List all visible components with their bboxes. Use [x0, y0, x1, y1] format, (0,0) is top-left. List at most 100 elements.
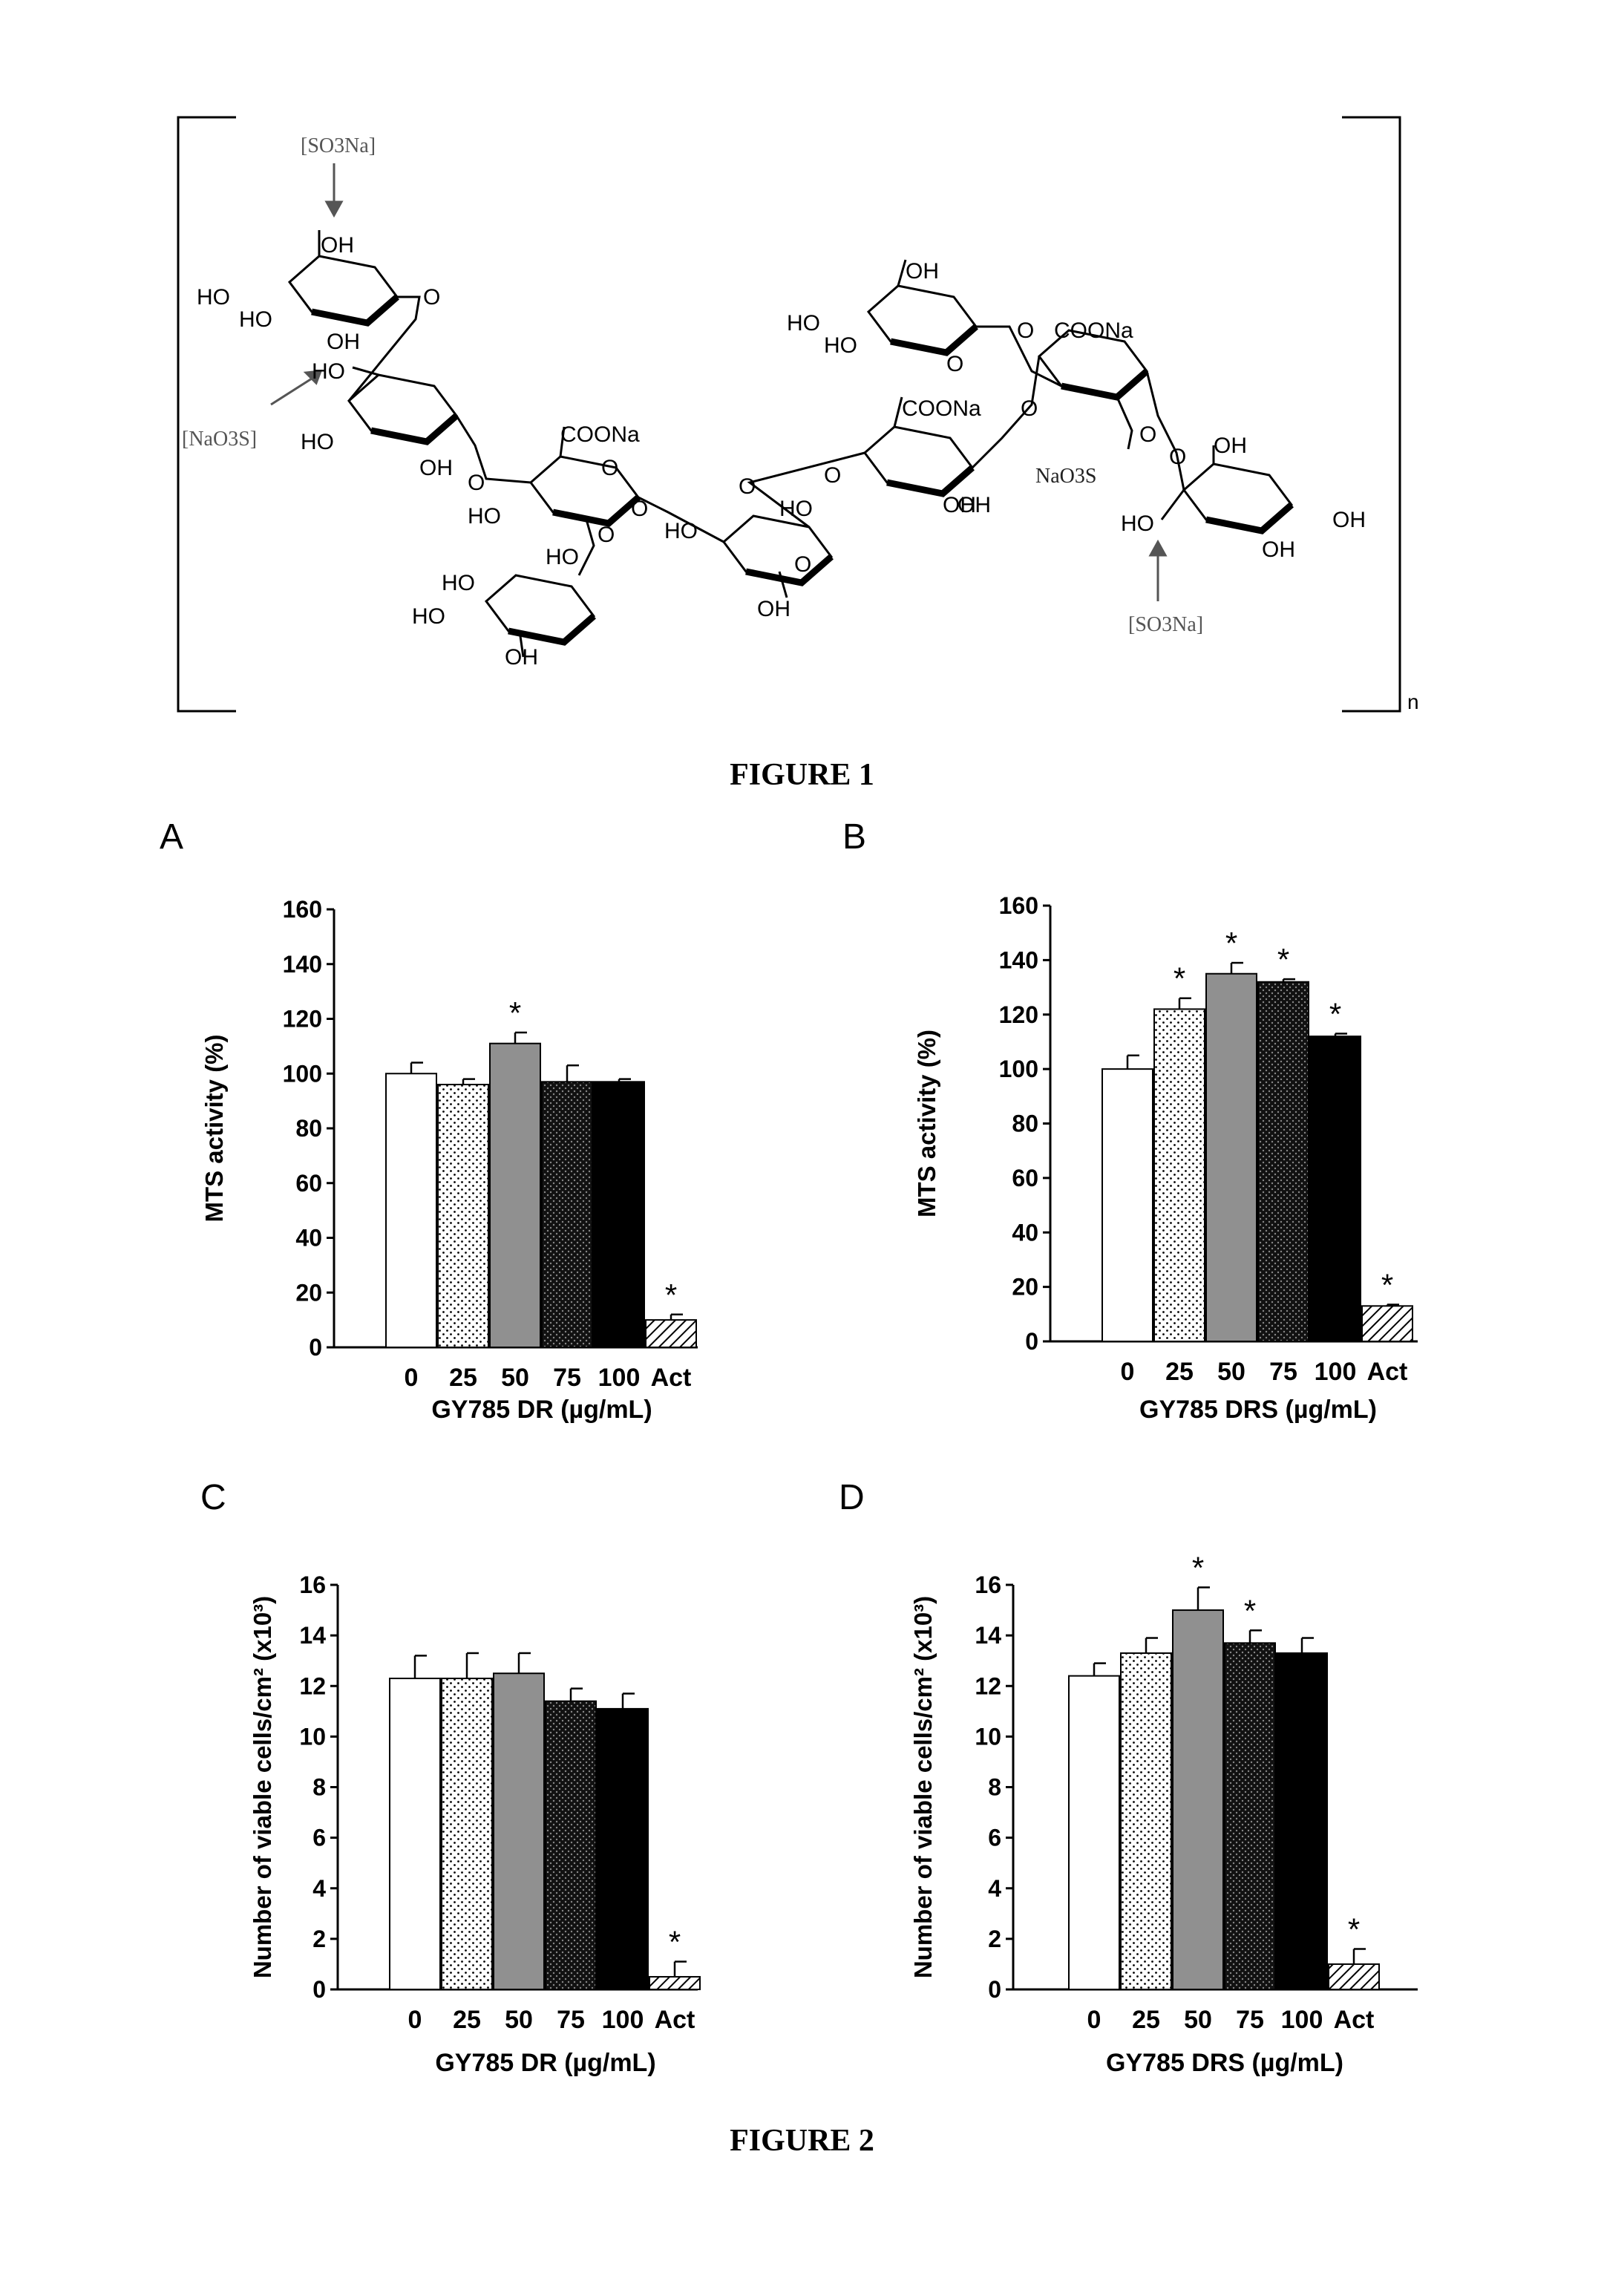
y-axis-label: Number of viable cells/cm² (x10³) — [909, 1596, 937, 1978]
category-label: 75 — [553, 1364, 581, 1392]
category-label: 75 — [1236, 2006, 1264, 2034]
category-label: 100 — [1281, 2006, 1323, 2034]
category-label: Act — [655, 2006, 695, 2034]
category-label: 100 — [598, 1364, 641, 1392]
y-tick-label: 0 — [309, 1334, 322, 1361]
chart-a: 020406080100120140160025*5075100*ActGY78… — [200, 896, 698, 1424]
y-tick-label: 6 — [988, 1825, 1001, 1851]
bar — [1206, 974, 1257, 1341]
x-axis-label: GY785 DRS (µg/mL) — [1106, 2049, 1343, 2077]
category-label: 50 — [1184, 2006, 1212, 2034]
bar — [386, 1073, 436, 1347]
y-tick-label: 2 — [312, 1926, 326, 1952]
bar — [1362, 1306, 1412, 1341]
bar — [1069, 1676, 1119, 1989]
bar — [1225, 1643, 1275, 1989]
significance-star: * — [1329, 996, 1341, 1031]
chart-b: 0204060801001201401600*25*50*75*100*ActG… — [913, 892, 1418, 1424]
category-label: 100 — [602, 2006, 644, 2034]
figure2-charts: 020406080100120140160025*5075100*ActGY78… — [0, 0, 1604, 2296]
x-axis-label: GY785 DRS (µg/mL) — [1139, 1396, 1377, 1424]
y-tick-label: 4 — [312, 1875, 326, 1902]
bar — [646, 1320, 696, 1347]
y-tick-label: 12 — [299, 1672, 326, 1699]
significance-star: * — [669, 1925, 681, 1960]
bar — [1173, 1610, 1223, 1989]
y-tick-label: 40 — [1012, 1219, 1038, 1246]
significance-star: * — [1348, 1912, 1360, 1947]
category-label: 25 — [1165, 1358, 1194, 1386]
y-tick-label: 80 — [1012, 1111, 1038, 1137]
y-tick-label: 10 — [299, 1723, 326, 1750]
significance-star: * — [1277, 942, 1289, 977]
bar — [594, 1082, 644, 1347]
y-tick-label: 20 — [295, 1279, 322, 1306]
category-label: 25 — [449, 1364, 477, 1392]
category-label: 0 — [1087, 2006, 1101, 2034]
y-tick-label: 100 — [999, 1056, 1038, 1082]
y-tick-label: 120 — [999, 1001, 1038, 1028]
y-tick-label: 14 — [299, 1622, 326, 1649]
category-label: Act — [1367, 1358, 1408, 1386]
y-tick-label: 60 — [295, 1170, 322, 1197]
bar — [1258, 982, 1309, 1341]
chart-c: 0 2 4 6 8 10 12 14 16 0 25 50 75 100 * ActGY785 DR (µg/… — [249, 1571, 700, 2077]
y-tick-label: 60 — [1012, 1165, 1038, 1191]
y-tick-label: 0 — [988, 1976, 1001, 2003]
y-tick-label: 100 — [283, 1060, 322, 1087]
category-label: 50 — [505, 2006, 533, 2034]
significance-star: * — [509, 995, 521, 1030]
category-label: Act — [1334, 2006, 1375, 2034]
bar — [494, 1673, 544, 1989]
chart-d: 0246810121416025*50*75100*ActGY785 DRS (… — [909, 1550, 1418, 2077]
y-tick-label: 160 — [283, 896, 322, 923]
y-tick-label: 140 — [283, 951, 322, 978]
y-tick-label: 0 — [1025, 1328, 1038, 1355]
category-label: 0 — [405, 1364, 419, 1392]
category-label: 75 — [557, 2006, 585, 2034]
significance-star: * — [1225, 926, 1237, 961]
bar — [1121, 1653, 1171, 1989]
y-tick-label: 40 — [295, 1225, 322, 1252]
category-label: 50 — [501, 1364, 529, 1392]
y-axis-label: MTS activity (%) — [200, 1034, 228, 1222]
bar — [598, 1709, 648, 1989]
y-tick-label: 0 — [312, 1976, 326, 2003]
y-tick-label: 2 — [988, 1926, 1001, 1952]
category-label: 50 — [1217, 1358, 1245, 1386]
bar — [1329, 1964, 1379, 1989]
bar — [1154, 1009, 1205, 1341]
y-tick-label: 160 — [999, 892, 1038, 919]
bar — [1102, 1069, 1153, 1341]
figure2-caption: FIGURE 2 — [0, 2123, 1604, 2159]
x-axis-label: GY785 DR (µg/mL) — [431, 1396, 652, 1424]
significance-star: * — [1192, 1550, 1204, 1585]
y-tick-label: 8 — [988, 1774, 1001, 1801]
category-label: Act — [651, 1364, 692, 1392]
category-label: 0 — [408, 2006, 422, 2034]
significance-star: * — [665, 1278, 677, 1312]
y-tick-label: 12 — [975, 1672, 1001, 1699]
bar — [546, 1701, 596, 1989]
bar — [542, 1082, 592, 1347]
x-axis-label: GY785 DR (µg/mL) — [435, 2049, 655, 2077]
significance-star: * — [1173, 961, 1185, 996]
y-tick-label: 16 — [299, 1571, 326, 1598]
significance-star: * — [1381, 1267, 1393, 1302]
y-tick-label: 16 — [975, 1571, 1001, 1598]
y-axis-label: MTS activity (%) — [913, 1030, 940, 1217]
category-label: 25 — [453, 2006, 481, 2034]
y-tick-label: 6 — [312, 1825, 326, 1851]
y-tick-label: 140 — [999, 946, 1038, 973]
y-tick-label: 80 — [295, 1115, 322, 1142]
bar — [390, 1678, 440, 1989]
bar — [1310, 1036, 1361, 1341]
bar — [438, 1085, 488, 1347]
y-tick-label: 4 — [988, 1875, 1001, 1902]
y-tick-label: 8 — [312, 1774, 326, 1801]
category-label: 100 — [1315, 1358, 1357, 1386]
bar — [490, 1044, 540, 1347]
bar — [1277, 1653, 1327, 1989]
category-label: 75 — [1269, 1358, 1297, 1386]
significance-star: * — [1244, 1593, 1256, 1628]
